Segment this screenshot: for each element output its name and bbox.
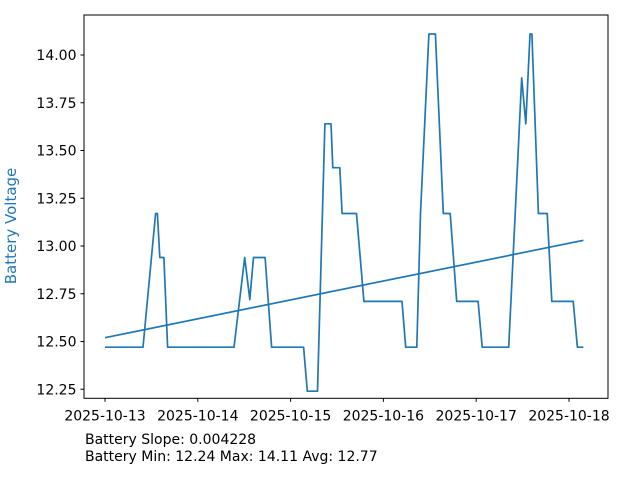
footer-min-max-avg-text: Battery Min: 12.24 Max: 14.11 Avg: 12.77 bbox=[85, 449, 378, 465]
x-tick-label: 2025-10-15 bbox=[250, 408, 331, 424]
x-tick-label: 2025-10-18 bbox=[528, 408, 609, 424]
y-tick-label: 12.75 bbox=[36, 287, 76, 303]
axes: 2025-10-13 2025-10-14 2025-10-15 2025-10-16… bbox=[36, 14, 610, 424]
footer-slope-text: Battery Slope: 0.004228 bbox=[85, 432, 257, 448]
trend-line bbox=[104, 239, 584, 339]
y-tick-label: 14.00 bbox=[36, 48, 76, 64]
x-tick-label: 2025-10-13 bbox=[64, 408, 145, 424]
y-tick-label: 13.25 bbox=[36, 191, 76, 207]
x-tick-label: 2025-10-14 bbox=[157, 408, 238, 424]
y-tick-label: 12.50 bbox=[36, 335, 76, 351]
y-axis-label: Battery Voltage bbox=[2, 168, 20, 285]
plot-border bbox=[83, 14, 609, 399]
battery-voltage-line bbox=[105, 33, 584, 393]
y-tick-label: 12.25 bbox=[36, 382, 76, 398]
x-tick-label: 2025-10-16 bbox=[343, 408, 424, 424]
y-tick-label: 13.75 bbox=[36, 96, 76, 112]
y-tick-label: 13.50 bbox=[36, 144, 76, 160]
x-tick-label: 2025-10-17 bbox=[436, 408, 517, 424]
y-tick-label: 13.00 bbox=[36, 239, 76, 255]
